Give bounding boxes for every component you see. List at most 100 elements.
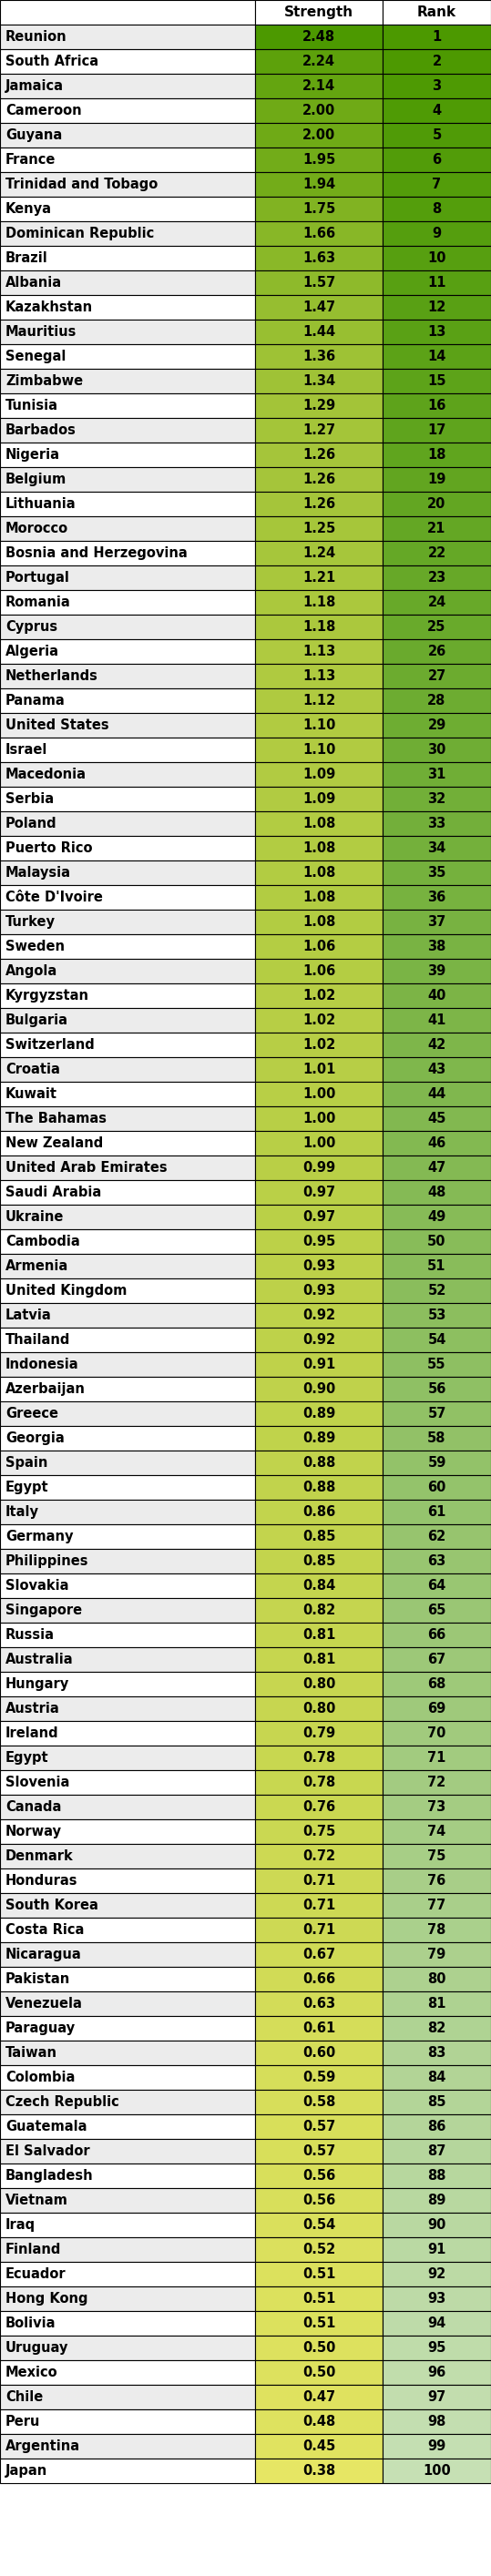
- Text: 66: 66: [428, 1628, 446, 1641]
- Bar: [255, 1206, 382, 1229]
- Bar: [0, 1450, 255, 1476]
- Bar: [0, 737, 255, 762]
- Text: 1.66: 1.66: [302, 227, 335, 240]
- Text: Brazil: Brazil: [5, 252, 48, 265]
- Text: 1.36: 1.36: [302, 350, 335, 363]
- Text: 0.78: 0.78: [302, 1752, 335, 1765]
- Bar: [0, 1105, 255, 1131]
- Text: Taiwan: Taiwan: [5, 2045, 57, 2061]
- Text: 2: 2: [432, 54, 441, 70]
- Text: 48: 48: [428, 1185, 446, 1200]
- Bar: [255, 1476, 382, 1499]
- Text: 72: 72: [428, 1775, 446, 1790]
- Bar: [382, 1131, 491, 1157]
- Bar: [0, 1082, 255, 1105]
- Text: 1.94: 1.94: [302, 178, 335, 191]
- Bar: [382, 835, 491, 860]
- Bar: [0, 1672, 255, 1698]
- Text: 0.76: 0.76: [302, 1801, 335, 1814]
- Text: 10: 10: [428, 252, 446, 265]
- Bar: [0, 1131, 255, 1157]
- Bar: [0, 2115, 255, 2138]
- Text: Ecuador: Ecuador: [5, 2267, 66, 2280]
- Bar: [382, 394, 491, 417]
- Bar: [382, 1991, 491, 2017]
- Text: 21: 21: [428, 523, 446, 536]
- Text: Belgium: Belgium: [5, 471, 67, 487]
- Text: Senegal: Senegal: [5, 350, 66, 363]
- Text: 37: 37: [428, 914, 446, 930]
- Text: Jamaica: Jamaica: [5, 80, 64, 93]
- Bar: [0, 515, 255, 541]
- Text: 57: 57: [428, 1406, 446, 1419]
- Text: 58: 58: [428, 1432, 446, 1445]
- Text: 3: 3: [432, 80, 441, 93]
- Bar: [255, 1844, 382, 1868]
- Bar: [382, 2213, 491, 2239]
- Text: Morocco: Morocco: [5, 523, 68, 536]
- Bar: [0, 1893, 255, 1917]
- Bar: [255, 1525, 382, 1548]
- Text: Mauritius: Mauritius: [5, 325, 77, 337]
- Bar: [255, 2311, 382, 2336]
- Text: 73: 73: [428, 1801, 446, 1814]
- Bar: [382, 1327, 491, 1352]
- Bar: [0, 1747, 255, 1770]
- Text: 0.57: 0.57: [302, 2120, 335, 2133]
- Text: Egypt: Egypt: [5, 1752, 49, 1765]
- Text: Peru: Peru: [5, 2414, 40, 2429]
- Text: 32: 32: [428, 793, 446, 806]
- Bar: [0, 1844, 255, 1868]
- Text: 31: 31: [428, 768, 446, 781]
- Bar: [382, 541, 491, 567]
- Text: Latvia: Latvia: [5, 1309, 52, 1321]
- Bar: [255, 860, 382, 886]
- Bar: [0, 639, 255, 665]
- Text: 76: 76: [428, 1873, 446, 1888]
- Text: 2.48: 2.48: [302, 31, 335, 44]
- Text: 19: 19: [428, 471, 446, 487]
- Bar: [382, 1007, 491, 1033]
- Bar: [255, 1157, 382, 1180]
- Text: 44: 44: [428, 1087, 446, 1100]
- Text: Chile: Chile: [5, 2391, 43, 2403]
- Bar: [382, 2138, 491, 2164]
- Text: 8: 8: [432, 201, 441, 216]
- Text: 1.18: 1.18: [302, 621, 335, 634]
- Bar: [255, 1868, 382, 1893]
- Bar: [0, 909, 255, 935]
- Text: 0.56: 0.56: [302, 2169, 335, 2182]
- Bar: [255, 762, 382, 786]
- Bar: [0, 1942, 255, 1968]
- Text: 1.26: 1.26: [302, 497, 335, 510]
- Text: 75: 75: [428, 1850, 446, 1862]
- Bar: [382, 909, 491, 935]
- Bar: [382, 1352, 491, 1376]
- Bar: [0, 98, 255, 124]
- Text: 99: 99: [428, 2439, 446, 2452]
- Bar: [382, 26, 491, 49]
- Text: 0.82: 0.82: [302, 1602, 335, 1618]
- Text: 49: 49: [428, 1211, 446, 1224]
- Text: 1.00: 1.00: [302, 1113, 335, 1126]
- Text: 16: 16: [428, 399, 446, 412]
- Bar: [0, 762, 255, 786]
- Text: Russia: Russia: [5, 1628, 55, 1641]
- Bar: [255, 368, 382, 394]
- Bar: [255, 2458, 382, 2483]
- Text: Canada: Canada: [5, 1801, 61, 1814]
- Text: Guatemala: Guatemala: [5, 2120, 87, 2133]
- Text: 0.80: 0.80: [302, 1703, 335, 1716]
- Bar: [0, 886, 255, 909]
- Bar: [0, 345, 255, 368]
- Text: 25: 25: [428, 621, 446, 634]
- Bar: [382, 443, 491, 466]
- Text: 1.00: 1.00: [302, 1087, 335, 1100]
- Text: 24: 24: [428, 595, 446, 608]
- Text: Thailand: Thailand: [5, 1332, 71, 1347]
- Text: Dominican Republic: Dominican Republic: [5, 227, 154, 240]
- Text: 0.93: 0.93: [302, 1260, 335, 1273]
- Text: Reunion: Reunion: [5, 31, 67, 44]
- Bar: [0, 319, 255, 345]
- Bar: [0, 665, 255, 688]
